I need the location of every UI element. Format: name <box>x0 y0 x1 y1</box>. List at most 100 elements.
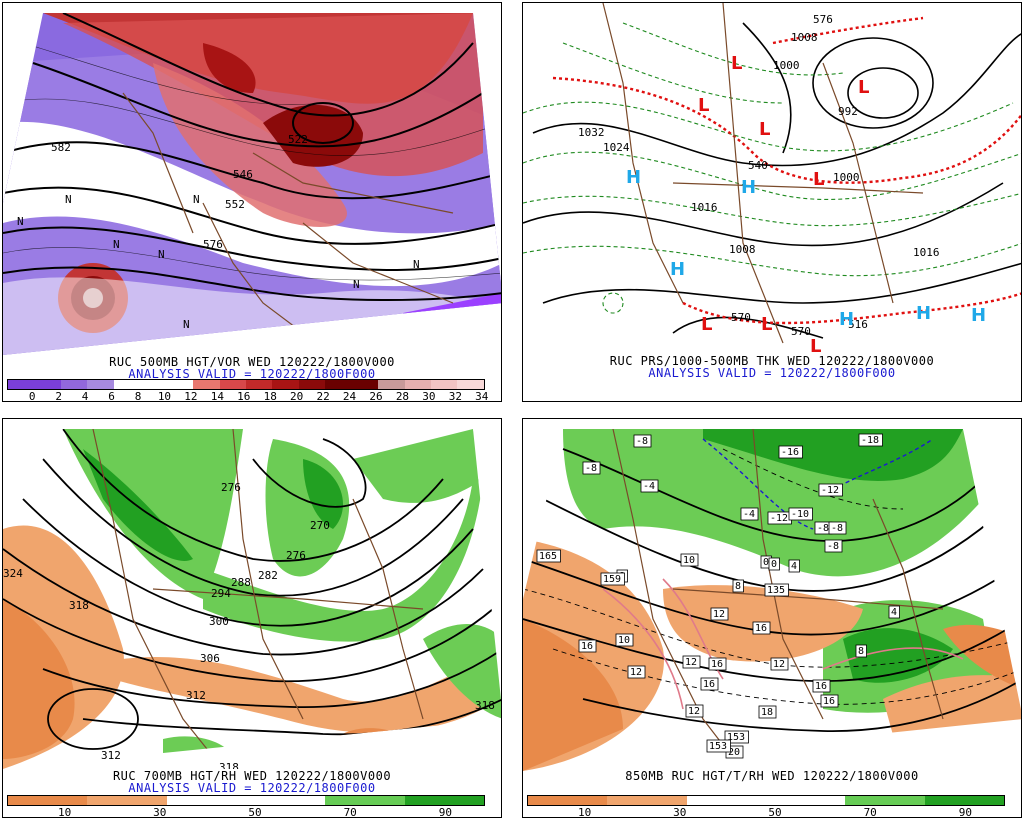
color-scale-ticks: 10 30 50 70 90 <box>7 806 483 818</box>
map-label-box <box>708 657 727 671</box>
map-label-box <box>768 557 780 571</box>
map-label: 300 <box>209 615 229 628</box>
map-label-box <box>685 704 704 718</box>
map-label: 12 <box>688 706 700 717</box>
map-label: 576 <box>203 238 223 251</box>
map-label: 1016 <box>691 201 718 214</box>
map-label: 10 <box>683 555 695 566</box>
map-label: 20 <box>728 747 740 758</box>
color-scale-swatch <box>140 380 167 389</box>
panel-valid-time: ANALYSIS VALID = 120222/1800F000 <box>128 367 376 381</box>
panel-500mb-vorticity: 582 546 552 522 576 N N N N N N N N RUC … <box>2 2 502 402</box>
color-scale-tick: 12 <box>184 390 198 402</box>
vorticity-map: 582 546 552 522 576 N N N N N N N N <box>3 13 501 355</box>
color-scale-ticks: 0 2 4 6 8 10 12 14 16 18 20 22 24 26 28 30 32 34 <box>7 390 488 402</box>
map-label: -8 <box>827 541 839 552</box>
color-scale-swatch <box>404 796 484 805</box>
map-label-box <box>682 655 701 669</box>
map-label: 522 <box>288 133 308 146</box>
map-label: N <box>193 193 200 206</box>
color-scale-tick: 30 <box>673 806 687 818</box>
map-label: 276 <box>221 481 241 494</box>
map-label: 294 <box>211 587 231 600</box>
color-scale-tick: 2 <box>55 390 62 402</box>
map-label-box <box>828 521 847 535</box>
map-label-box <box>788 559 800 573</box>
color-scale-ticks: 10 30 50 70 90 <box>527 806 1003 818</box>
color-scale-tick: 0 <box>28 390 36 402</box>
panel-title: RUC PRS/1000-500MB THK WED 120222/1800V0… <box>609 354 935 368</box>
map-label: N <box>113 238 120 251</box>
color-scale-tick: 32 <box>448 390 462 402</box>
map-label-box <box>824 539 843 553</box>
map-label: 276 <box>286 549 306 562</box>
map-label: 4 <box>791 561 797 572</box>
map-label: 288 <box>231 576 251 589</box>
color-scale-swatch <box>272 380 299 389</box>
map-label-box <box>710 607 729 621</box>
map-label-box <box>740 507 759 521</box>
map-label-box <box>706 739 731 753</box>
color-scale-swatch <box>8 796 88 805</box>
color-scale-tick: 30 <box>422 390 436 402</box>
map-label: N <box>353 278 360 291</box>
panel-valid-time: ANALYSIS VALID = 120222/1800F000 <box>648 366 896 380</box>
color-scale-tick: 16 <box>237 390 251 402</box>
color-scale-tick: 50 <box>768 806 782 818</box>
map-label: 324 <box>3 567 23 580</box>
map-label: 0 <box>771 559 777 570</box>
color-scale-swatch <box>166 380 194 389</box>
map-label: 16 <box>711 659 723 670</box>
high-pressure-marker: H <box>741 177 756 198</box>
map-label-box <box>600 572 625 586</box>
map-label: 570 <box>731 311 751 324</box>
map-label: N <box>65 193 72 206</box>
map-label-box <box>855 644 867 658</box>
color-scale-tick: 24 <box>342 390 357 402</box>
color-scale-swatch <box>686 796 766 805</box>
map-label: 570 <box>791 325 811 338</box>
map-label: 16 <box>755 623 767 634</box>
map-label: N <box>17 215 24 228</box>
color-scale-tick: 10 <box>577 806 592 818</box>
map-label: 8 <box>735 581 741 592</box>
map-label-box <box>812 679 831 693</box>
map-label: 312 <box>186 689 206 702</box>
color-scale-tick: 20 <box>290 390 304 402</box>
panel-title: RUC 700MB HGT/RH WED 120222/1800V000 <box>112 769 392 783</box>
low-pressure-marker: L <box>858 77 869 98</box>
map-label: 4 <box>891 607 897 618</box>
map-label-box <box>536 549 561 563</box>
map-label: -16 <box>781 447 799 458</box>
color-scale-tick: 34 <box>475 390 489 402</box>
color-scale-swatch <box>245 380 273 389</box>
map-label: N <box>413 258 420 271</box>
color-scale-swatch <box>924 796 1004 805</box>
map-label: 153 <box>709 741 727 752</box>
color-scale-swatch <box>607 796 687 805</box>
color-scale-tick: 10 <box>57 806 72 818</box>
map-label: 516 <box>848 318 868 331</box>
map-label-box <box>888 605 900 619</box>
color-scale-tick: 90 <box>438 806 453 818</box>
color-scale-tick: 18 <box>263 390 277 402</box>
color-scale-tick: 22 <box>316 390 330 402</box>
color-scale-swatch <box>113 380 141 389</box>
high-pressure-marker: H <box>971 305 986 326</box>
map-label: -4 <box>743 509 755 520</box>
map-label: 318 <box>69 599 89 612</box>
color-scale-tick: 70 <box>863 806 877 818</box>
map-label: 1016 <box>913 246 940 259</box>
map-label: 12 <box>773 659 785 670</box>
pressure-map: 1008 1000 992 1032 1024 1016 1008 1000 1… <box>523 3 1021 353</box>
map-label: 582 <box>51 141 71 154</box>
color-scale-swatch <box>351 380 379 389</box>
map-label: -8 <box>585 463 597 474</box>
map-label: -12 <box>821 485 839 496</box>
low-pressure-marker: L <box>731 53 742 74</box>
map-label: 1000 <box>833 171 860 184</box>
map-label: 10 <box>618 635 630 646</box>
color-scale-swatch <box>193 380 220 389</box>
map-label: 12 <box>685 657 697 668</box>
map-label: 540 <box>748 159 768 172</box>
